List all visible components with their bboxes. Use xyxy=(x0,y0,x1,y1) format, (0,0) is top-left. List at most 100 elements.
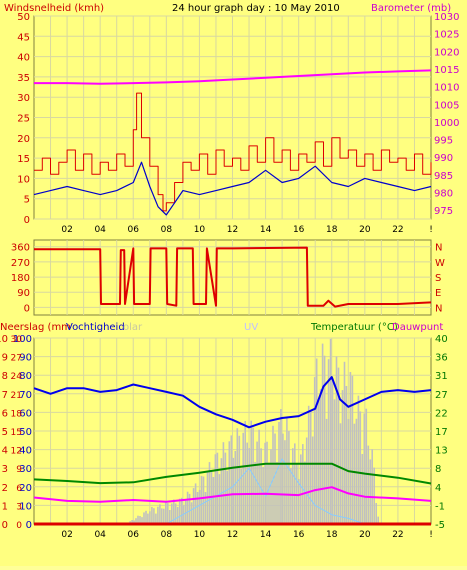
solar-bar xyxy=(246,443,248,524)
wind-y-tick: 5 xyxy=(24,195,30,206)
solar-bar xyxy=(201,476,203,524)
barometer-y-tick: 995 xyxy=(434,136,453,147)
temperature-y-tick: 27 xyxy=(435,390,448,401)
solar-bar xyxy=(328,359,330,524)
solar-bar xyxy=(258,430,260,524)
solar-bar xyxy=(199,490,201,524)
solar-bar xyxy=(292,448,294,524)
bottom-panel-x-tick: 02 xyxy=(61,530,72,540)
solar-bar xyxy=(298,479,300,524)
top-panel-x-tick: 06 xyxy=(128,225,140,235)
rain-y-tick: 4 xyxy=(2,446,8,457)
temperature-y-tick: -5 xyxy=(435,520,445,531)
solar-bar xyxy=(366,409,368,524)
solar-bar xyxy=(235,451,237,524)
barometer-axis-title: Barometer (mb) xyxy=(371,3,451,14)
direction-compass-tick: E xyxy=(435,288,441,299)
solar-bar xyxy=(217,453,219,524)
solar-bar xyxy=(197,492,199,524)
solar-bar xyxy=(264,443,266,524)
rain-y-tick: 9 xyxy=(2,353,8,364)
solar-bar xyxy=(187,492,189,524)
rain-y-tick: 6 xyxy=(2,408,8,419)
solar-bar xyxy=(231,435,233,524)
rain-y-tick: 3 xyxy=(2,464,8,475)
uv-axis-title: UV xyxy=(244,322,258,333)
direction-y-tick: 360 xyxy=(11,243,30,254)
solar-bar xyxy=(193,488,195,524)
solar-bar xyxy=(213,477,215,524)
solar-bar xyxy=(165,503,167,524)
solar-bar xyxy=(266,442,268,524)
solar-bar xyxy=(312,437,314,525)
solar-bar xyxy=(143,512,145,524)
barometer-y-tick: 975 xyxy=(434,206,453,217)
wind-y-tick: 0 xyxy=(24,215,30,226)
temperature-y-tick: -1 xyxy=(435,501,445,512)
direction-y-tick: 0 xyxy=(24,303,30,314)
top-panel-x-tick: 20 xyxy=(359,225,371,235)
bottom-panel-x-tick: 20 xyxy=(359,530,371,540)
solar-bar xyxy=(153,508,155,524)
solar-bar xyxy=(344,362,346,524)
solar-bar xyxy=(288,431,290,524)
temperature-y-tick: 36 xyxy=(435,353,448,364)
solar-bar xyxy=(354,424,356,524)
solar-bar xyxy=(157,507,159,524)
direction-compass-tick: S xyxy=(435,273,441,284)
direction-compass-tick: N xyxy=(435,303,442,314)
solar-bar xyxy=(225,453,227,524)
solar-bar xyxy=(229,441,231,524)
wind-axis-title: Windsnelheid (kmh) xyxy=(4,3,104,14)
temperature-y-tick: 8 xyxy=(435,464,441,475)
barometer-y-tick: 1010 xyxy=(434,83,459,94)
humidity-y-tick-alt: 9 xyxy=(16,465,22,475)
solar-bar xyxy=(284,440,286,524)
wind-y-tick: 15 xyxy=(17,154,30,165)
solar-bar xyxy=(179,499,181,524)
bottom-panel-x-tick: 12 xyxy=(227,530,238,540)
wind-y-tick: 25 xyxy=(17,114,30,125)
solar-bar xyxy=(364,414,366,525)
humidity-y-tick-alt: 6 xyxy=(16,484,22,494)
solar-bar xyxy=(352,376,354,524)
bottom-panel-x-tick: 06 xyxy=(128,530,140,540)
solar-bar xyxy=(215,454,217,524)
temperature-y-tick: 31 xyxy=(435,371,448,382)
solar-bar xyxy=(326,419,328,524)
solar-bar xyxy=(175,503,177,524)
solar-bar xyxy=(191,502,193,524)
barometer-y-tick: 1005 xyxy=(434,100,459,111)
humidity-y-tick-alt: 21 xyxy=(11,391,22,401)
wind-y-tick: 40 xyxy=(17,53,30,64)
solar-bar xyxy=(308,406,310,524)
solar-bar xyxy=(149,511,151,524)
barometer-y-tick: 990 xyxy=(434,153,453,164)
top-panel-x-tick: 04 xyxy=(94,225,106,235)
solar-bar xyxy=(260,448,262,524)
solar-bar xyxy=(314,377,316,524)
barometer-y-tick: 1000 xyxy=(434,118,459,129)
direction-compass-tick: N xyxy=(435,243,442,254)
solar-bar xyxy=(147,514,149,524)
chart-title: 24 hour graph day : 10 May 2010 xyxy=(172,3,340,14)
rain-y-tick: 0 xyxy=(2,520,8,531)
top-panel-x-tick: 10 xyxy=(194,225,206,235)
solar-axis-title: olar xyxy=(123,322,143,333)
barometer-y-tick: 985 xyxy=(434,171,453,182)
solar-bar xyxy=(159,504,161,524)
humidity-axis-title: Vochtigheid xyxy=(66,322,125,333)
direction-y-tick: 90 xyxy=(17,288,30,299)
temperature-y-tick: 17 xyxy=(435,427,448,438)
temperature-axis-title: Temperatuur (°C) xyxy=(310,322,398,333)
bottom-panel-x-tick: 04 xyxy=(94,530,106,540)
solar-bar xyxy=(342,390,344,524)
rain-axis-title: Neerslag (mm xyxy=(0,322,71,333)
solar-bar xyxy=(219,474,221,524)
solar-bar xyxy=(306,438,308,525)
solar-bar xyxy=(155,514,157,524)
solar-bar xyxy=(368,446,370,524)
temperature-y-tick: 40 xyxy=(435,334,448,345)
